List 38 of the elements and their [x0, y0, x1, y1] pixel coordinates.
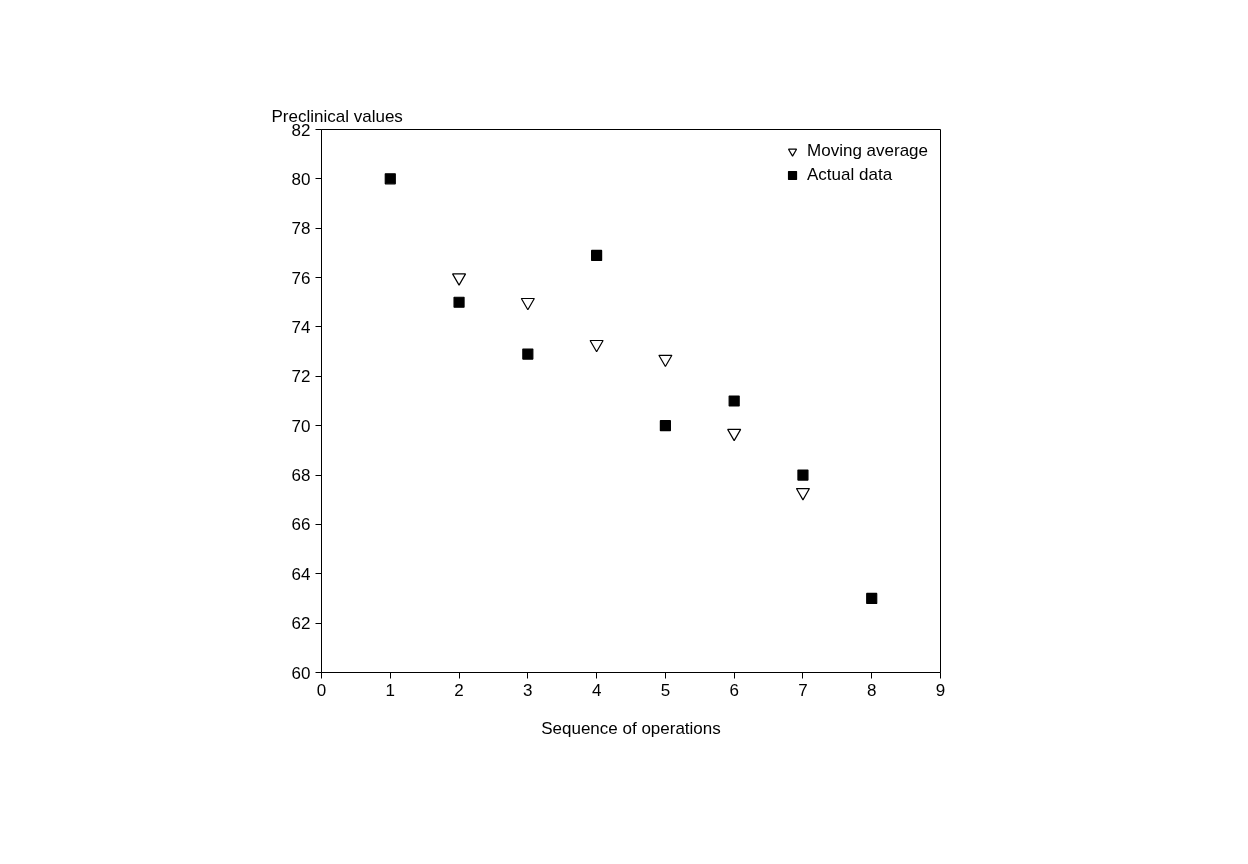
x-tick-label: 9	[935, 680, 946, 700]
y-tick-label: 80	[291, 169, 311, 189]
y-tick-label: 66	[291, 515, 311, 535]
y-tick-label: 78	[291, 219, 311, 239]
point	[795, 487, 811, 501]
x-tick-label: 0	[316, 680, 327, 700]
x-tick-label: 6	[729, 680, 739, 700]
x-tick-label: 1	[385, 680, 396, 700]
y-tick-label: 72	[291, 367, 311, 387]
x-tick-label: 7	[798, 680, 808, 700]
point	[727, 428, 742, 442]
y-tick-label: 60	[291, 663, 311, 683]
x-tick-label: 2	[454, 680, 464, 700]
y-tick-label: 76	[291, 268, 311, 288]
point	[520, 297, 535, 311]
x-tick-label: 5	[660, 680, 671, 700]
point	[522, 348, 534, 360]
point	[589, 339, 604, 353]
point	[728, 395, 740, 407]
point	[658, 354, 673, 368]
point	[591, 249, 603, 261]
x-tick-label: 4	[591, 680, 602, 700]
y-tick-label: 64	[291, 564, 311, 584]
point	[797, 469, 809, 481]
point	[451, 273, 467, 286]
point	[453, 296, 465, 308]
x-tick-label: 3	[523, 680, 533, 700]
point	[384, 173, 396, 185]
x-tick-label: 8	[866, 680, 877, 700]
point	[866, 592, 878, 605]
y-tick-label: 68	[291, 466, 311, 486]
point	[659, 420, 671, 432]
y-tick-label: 70	[291, 416, 311, 436]
x-axis-title: Sequence of operations	[541, 718, 721, 738]
legend-label: Moving average	[807, 141, 928, 161]
y-tick-label: 74	[291, 317, 311, 337]
y-tick-label: 62	[291, 614, 311, 634]
legend-label: Actual data	[807, 165, 893, 185]
